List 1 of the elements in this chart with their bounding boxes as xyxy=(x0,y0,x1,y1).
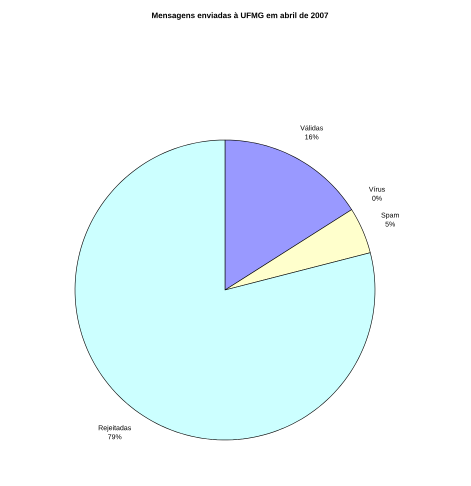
chart-title: Mensagens enviadas à UFMG em abril de 2007 xyxy=(152,12,328,20)
